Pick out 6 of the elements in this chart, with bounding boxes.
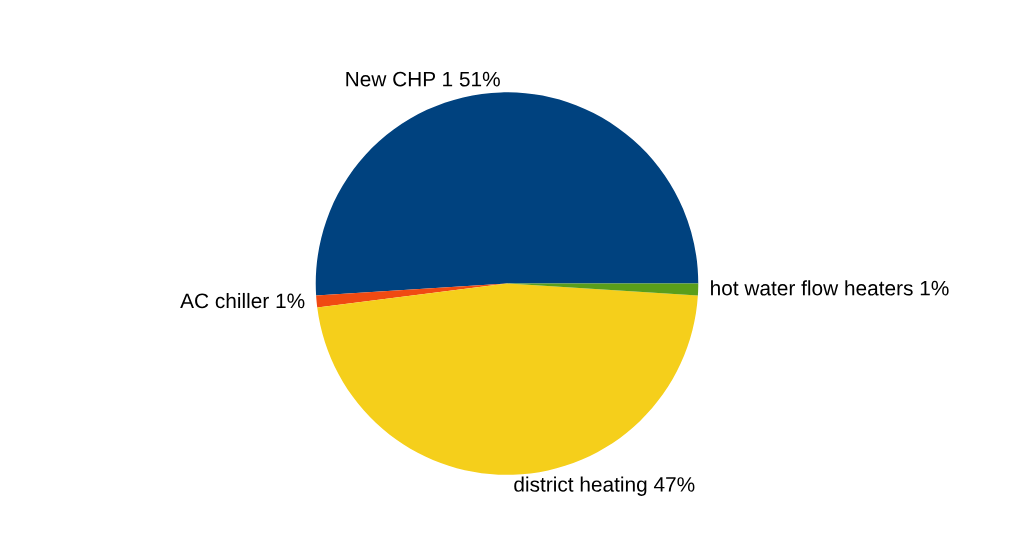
slice-label: hot water flow heaters 1%: [711, 280, 949, 296]
pie-slice: [317, 283, 698, 475]
slice-label: New CHP 1 51%: [346, 71, 500, 87]
pie-slice: [315, 92, 699, 296]
slice-label: AC chiller 1%: [180, 292, 305, 309]
slice-label: district heating 47%: [514, 476, 695, 496]
